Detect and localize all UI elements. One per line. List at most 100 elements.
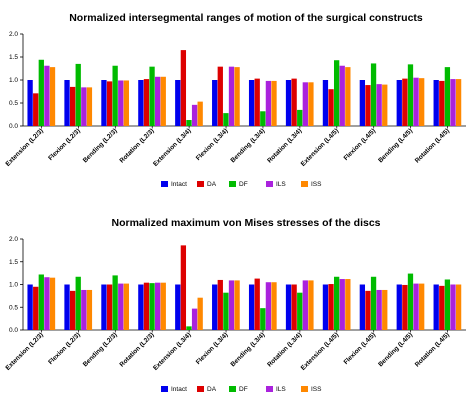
bar-da-1 [33, 286, 39, 330]
x-tick-label: Bending (L4/5) [377, 127, 414, 164]
y-tick-label: 1.5 [9, 54, 18, 61]
bar-intact-11 [396, 80, 402, 126]
bar-df-2 [75, 63, 81, 126]
bar-iss-7 [271, 80, 277, 126]
bar-ils-3 [118, 80, 124, 126]
bar-intact-2 [64, 284, 70, 330]
bar-da-4 [143, 282, 150, 330]
bar-da-9 [328, 284, 334, 330]
legend-swatch-ils [266, 386, 273, 392]
bar-iss-4 [160, 282, 166, 330]
bar-iss-3 [123, 283, 129, 330]
bar-intact-11 [396, 284, 402, 330]
chart-2: Normalized maximum von Mises stresses of… [4, 217, 466, 393]
legend-label-df: DF [239, 181, 248, 188]
bar-ils-4 [155, 76, 161, 126]
bar-iss-5 [197, 297, 203, 330]
bar-ils-11 [413, 283, 419, 330]
bar-da-5 [180, 50, 187, 126]
x-tick-label: Rotation (L4/5) [414, 127, 451, 164]
bar-iss-12 [455, 284, 462, 330]
bar-df-10 [370, 276, 377, 330]
bar-ils-1 [44, 65, 50, 126]
bar-da-11 [402, 284, 408, 330]
bar-ils-6 [228, 66, 235, 126]
bar-intact-4 [138, 284, 144, 330]
y-tick-label: 0.5 [9, 304, 18, 311]
x-tick-label: Bending (L4/5) [377, 331, 414, 368]
legend-swatch-df [229, 181, 236, 187]
bar-da-8 [291, 78, 297, 126]
bar-df-3 [112, 275, 118, 330]
bar-ils-6 [228, 280, 235, 330]
x-tick-label: Rotation (L4/5) [414, 331, 451, 368]
bar-df-4 [149, 66, 155, 126]
bar-ils-3 [118, 283, 124, 330]
bar-intact-9 [322, 284, 329, 330]
bar-iss-6 [234, 67, 240, 126]
x-tick-label: Extension (L2/3) [4, 127, 44, 167]
bar-ils-12 [450, 79, 456, 126]
x-tick-label: Flexion (L4/5) [343, 127, 378, 162]
bar-da-3 [106, 81, 113, 126]
bar-intact-7 [248, 284, 255, 330]
x-tick-label: Flexion (L4/5) [343, 331, 378, 366]
bar-df-7 [260, 111, 266, 126]
x-tick-label: Extension (L4/5) [300, 331, 340, 371]
bar-iss-2 [86, 87, 93, 126]
bar-iss-12 [455, 79, 462, 126]
x-tick-label: Flexion (L2/3) [47, 331, 82, 366]
bar-df-5 [186, 120, 192, 126]
bar-iss-1 [49, 67, 56, 126]
bar-df-11 [407, 273, 414, 330]
bar-intact-9 [322, 80, 329, 126]
bar-da-6 [217, 279, 223, 330]
bar-ils-2 [81, 289, 87, 330]
bar-iss-10 [382, 84, 388, 126]
legend-label-ils: ILS [276, 181, 286, 188]
bar-iss-11 [419, 283, 425, 330]
x-tick-label: Extension (L3/4) [152, 331, 192, 371]
x-tick-label: Extension (L4/5) [300, 127, 340, 167]
legend-swatch-intact [161, 386, 168, 392]
bar-iss-7 [271, 282, 277, 330]
x-tick-label: Rotation (L2/3) [118, 127, 155, 164]
bar-ils-5 [191, 308, 198, 330]
bar-df-8 [297, 292, 303, 330]
y-tick-label: 2.0 [9, 31, 18, 38]
bar-iss-5 [197, 101, 203, 126]
bar-df-1 [38, 274, 44, 330]
bar-da-3 [106, 284, 113, 330]
bar-da-5 [180, 245, 187, 330]
bar-da-2 [69, 86, 76, 126]
bar-intact-5 [175, 284, 181, 330]
x-tick-label: Flexion (L2/3) [47, 127, 82, 162]
y-tick-label: 0.5 [9, 100, 18, 107]
bar-ils-10 [376, 289, 382, 330]
y-tick-label: 2.0 [9, 236, 18, 243]
chart-1: Normalized intersegmental ranges of moti… [4, 12, 466, 188]
bar-df-6 [223, 113, 229, 126]
bar-intact-5 [175, 80, 181, 126]
y-tick-label: 0.0 [9, 327, 18, 334]
x-tick-label: Bending (L3/4) [230, 127, 267, 164]
bar-intact-8 [285, 284, 292, 330]
bar-ils-9 [339, 279, 345, 330]
x-tick-label: Flexion (L3/4) [195, 127, 230, 162]
bar-intact-8 [285, 80, 292, 126]
bar-ils-10 [376, 84, 382, 126]
x-tick-label: Flexion (L3/4) [195, 331, 230, 366]
x-tick-label: Rotation (L2/3) [118, 331, 155, 368]
legend-label-iss: ISS [311, 386, 322, 393]
bar-da-8 [291, 284, 297, 330]
x-tick-label: Rotation (L3/4) [266, 127, 303, 164]
bar-da-12 [439, 285, 445, 330]
bar-df-3 [112, 65, 118, 126]
bar-da-1 [33, 93, 39, 126]
bar-da-10 [365, 85, 371, 126]
legend: Intact DA DF ILS ISS [161, 181, 322, 188]
chart-title: Normalized intersegmental ranges of moti… [69, 12, 423, 24]
bar-df-2 [75, 276, 81, 330]
legend-swatch-da [197, 386, 204, 392]
